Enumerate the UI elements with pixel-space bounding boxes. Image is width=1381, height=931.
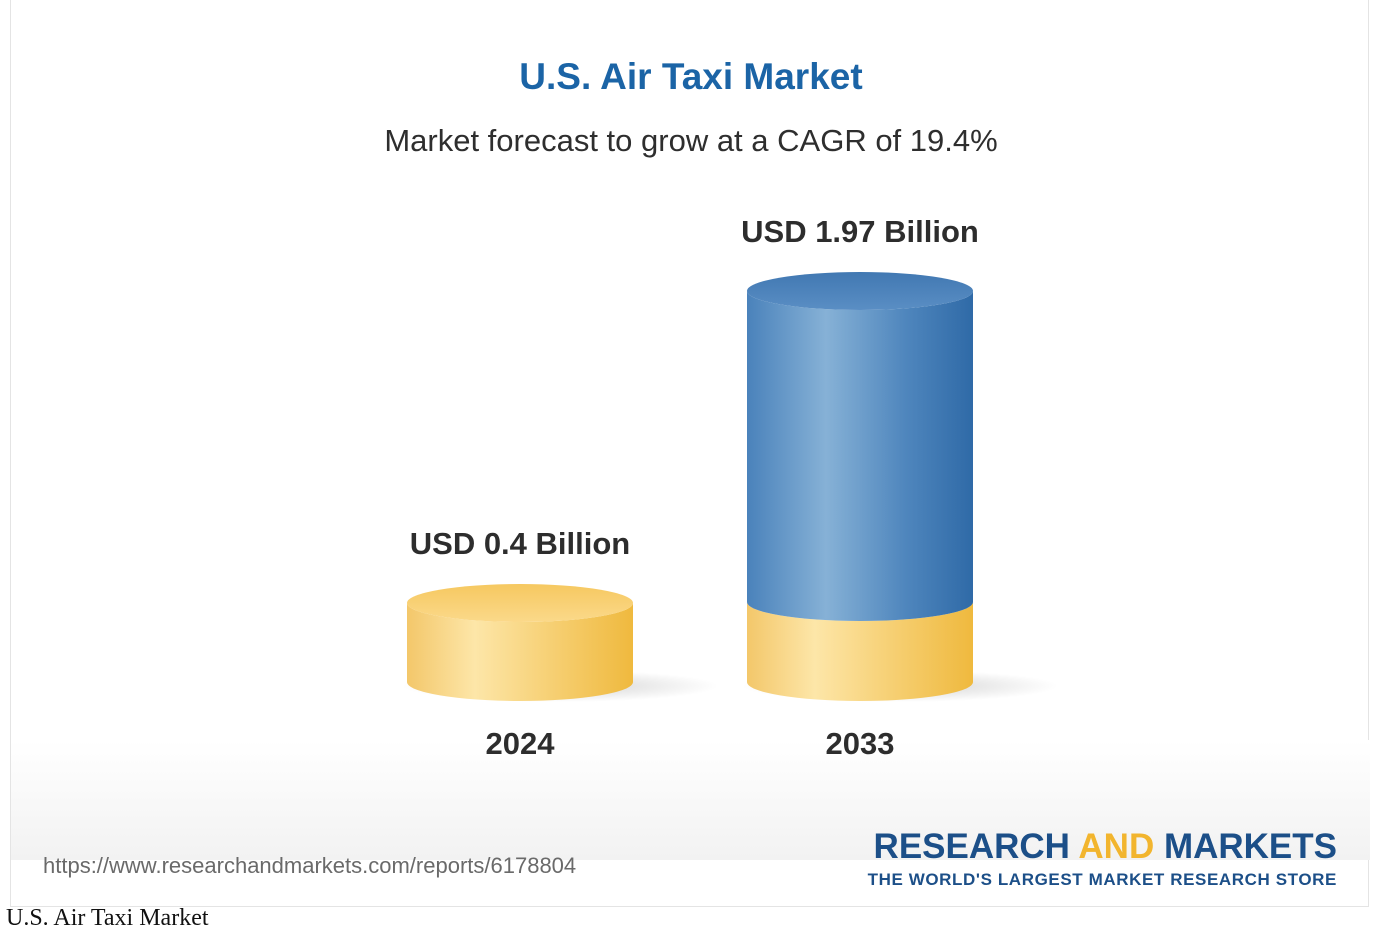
bar-base-2024 xyxy=(407,603,633,701)
chart-title: U.S. Air Taxi Market xyxy=(519,56,862,97)
bar-base-2033 xyxy=(747,602,973,701)
floor-band xyxy=(11,740,1370,860)
bar-top-2024 xyxy=(407,584,633,622)
value-label-2033: USD 1.97 Billion xyxy=(741,214,979,249)
figure-caption: U.S. Air Taxi Market xyxy=(6,905,209,931)
bar-growth-2033 xyxy=(747,291,973,621)
brand-logo-text: RESEARCH AND MARKETS xyxy=(874,827,1337,866)
bar-top-2033 xyxy=(747,272,973,310)
category-label-2033: 2033 xyxy=(826,726,895,761)
chart-subtitle: Market forecast to grow at a CAGR of 19.… xyxy=(384,123,997,158)
brand-tagline: THE WORLD'S LARGEST MARKET RESEARCH STOR… xyxy=(868,870,1337,889)
value-label-2024: USD 0.4 Billion xyxy=(410,526,630,561)
brand-research: RESEARCH xyxy=(874,827,1079,866)
source-url: https://www.researchandmarkets.com/repor… xyxy=(43,853,576,878)
chart-card: U.S. Air Taxi Market Market forecast to … xyxy=(10,0,1370,907)
bar-chart: U.S. Air Taxi Market Market forecast to … xyxy=(11,56,1370,889)
brand-and: AND xyxy=(1078,827,1154,866)
category-label-2024: 2024 xyxy=(486,726,556,761)
brand-markets: MARKETS xyxy=(1154,827,1337,866)
bars-group: USD 0.4 Billion 2024 USD 1.97 Billion 2033 xyxy=(402,214,1058,761)
